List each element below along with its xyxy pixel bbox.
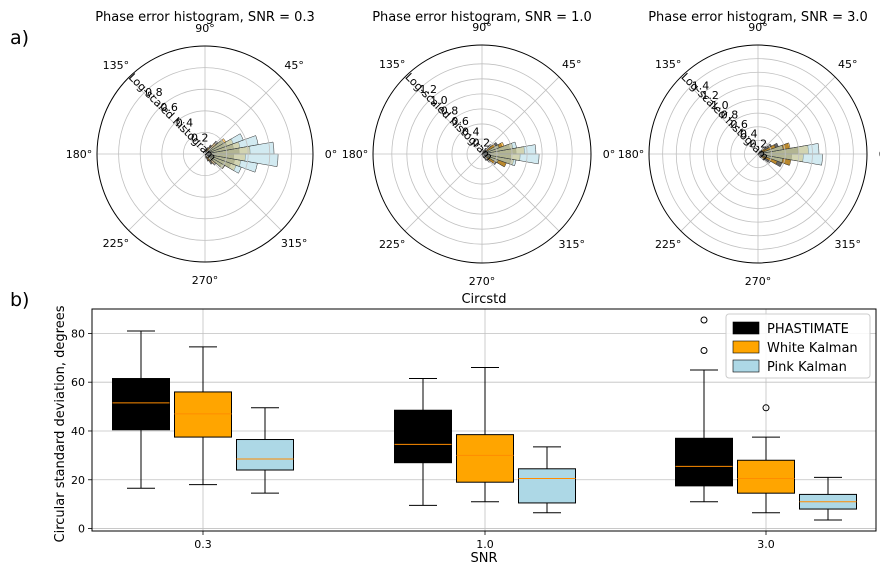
- angle-tick-label: 270°: [469, 275, 496, 288]
- polar-frame: [372, 44, 592, 264]
- angle-tick-label: 225°: [379, 238, 406, 251]
- radial-tick-label: 0.8: [721, 108, 739, 121]
- outlier-point: [700, 316, 708, 324]
- angle-tick-label: 180°: [342, 148, 369, 161]
- legend-box: [725, 313, 871, 379]
- angle-tick-label: 315°: [559, 238, 586, 251]
- polar-chart-snr-1-0: Phase error histogram, SNR = 1.0 0° 45° 90°…: [342, 10, 616, 288]
- radial-tick-label: 1.4: [692, 80, 710, 93]
- legend-swatch: [732, 340, 760, 354]
- histogram-bar: [757, 150, 764, 155]
- angle-tick-label: 0°: [603, 148, 616, 161]
- radial-tick-label: 0.4: [462, 126, 480, 139]
- radial-tick-label: 0.2: [191, 132, 209, 145]
- box-pink-kalman: [236, 439, 294, 471]
- angular-gridline: [757, 153, 836, 232]
- box-phastimate: [394, 409, 452, 464]
- legend-swatch: [732, 359, 760, 373]
- angle-tick-label: 90°: [195, 22, 215, 35]
- angle-tick-label: 180°: [618, 148, 645, 161]
- angle-tick-label: 270°: [192, 274, 219, 287]
- y-tick-label: 80: [71, 327, 85, 340]
- box-phastimate: [112, 378, 170, 431]
- polar-chart-snr-3-0: Phase error histogram, SNR = 3.0 0° 45° 90°…: [618, 10, 880, 288]
- angle-tick-label: 135°: [655, 58, 682, 71]
- y-tick-label: 20: [71, 474, 85, 487]
- angular-gridline: [404, 76, 483, 155]
- angular-gridline: [128, 77, 206, 155]
- y-tick-label: 40: [71, 425, 85, 438]
- y-tick-label: 60: [71, 376, 85, 389]
- radial-tick-label: 0.8: [441, 104, 459, 117]
- plot-frame: [91, 308, 877, 532]
- x-tick-label: 3.0: [757, 538, 775, 551]
- radial-tick-label: 0.6: [160, 101, 178, 114]
- radial-tick-label: 1.2: [419, 83, 437, 96]
- polar-frame: [96, 45, 314, 263]
- chart-title: Phase error histogram, SNR = 1.0: [372, 10, 592, 25]
- angle-tick-label: 45°: [284, 59, 304, 72]
- angle-tick-label: 315°: [835, 238, 862, 251]
- legend-swatch: [732, 321, 760, 335]
- angular-gridline: [404, 153, 483, 232]
- legend-label: PHASTIMATE: [767, 322, 849, 337]
- radial-tick-label: 0.2: [750, 137, 768, 150]
- angle-tick-label: 90°: [748, 21, 768, 34]
- box-phastimate: [675, 437, 733, 487]
- angle-tick-label: 180°: [66, 148, 93, 161]
- radial-tick-label: 0.4: [740, 128, 758, 141]
- angle-tick-label: 225°: [655, 238, 682, 251]
- polar-frame: [648, 44, 868, 264]
- angular-gridline: [128, 153, 206, 231]
- angle-tick-label: 0°: [325, 148, 338, 161]
- panel-label-b: b): [10, 289, 29, 311]
- chart-title: Phase error histogram, SNR = 0.3: [95, 10, 315, 25]
- radial-tick-label: 1.2: [701, 89, 719, 102]
- angle-tick-label: 45°: [562, 58, 582, 71]
- angle-tick-label: 135°: [103, 59, 130, 72]
- legend-label: White Kalman: [767, 341, 858, 356]
- angle-tick-label: 135°: [379, 58, 406, 71]
- radial-tick-label: 0.6: [451, 115, 469, 128]
- radial-axis-label: Log-scaled histogram: [679, 71, 772, 164]
- x-axis-label: SNR: [470, 551, 497, 564]
- panel-label-a: a): [10, 27, 29, 49]
- box-white-kalman: [737, 459, 795, 494]
- box-pink-kalman: [518, 468, 576, 504]
- angle-tick-label: 315°: [281, 237, 308, 250]
- radial-tick-label: 1.0: [711, 99, 729, 112]
- angular-gridline: [481, 76, 560, 155]
- radial-tick-label: 0.6: [730, 118, 748, 131]
- box-white-kalman: [174, 391, 232, 438]
- angle-tick-label: 45°: [838, 58, 858, 71]
- angle-tick-label: 0°: [879, 148, 880, 161]
- angular-gridline: [680, 153, 759, 232]
- angular-gridline: [204, 77, 282, 155]
- angle-tick-label: 225°: [103, 237, 130, 250]
- radial-tick-label: 0.8: [145, 86, 163, 99]
- radial-tick-label: 0.4: [176, 116, 194, 129]
- outlier-point: [762, 404, 770, 412]
- box-white-kalman: [456, 434, 514, 483]
- x-tick-label: 0.3: [194, 538, 212, 551]
- radial-tick-label: 0.2: [473, 136, 491, 149]
- chart-title: Phase error histogram, SNR = 3.0: [648, 10, 868, 25]
- polar-chart-snr-0-3: Phase error histogram, SNR = 0.3 0° 45° 90°…: [66, 10, 338, 287]
- angular-gridline: [757, 76, 836, 155]
- angle-tick-label: 90°: [472, 21, 492, 34]
- legend-label: Pink Kalman: [767, 360, 847, 375]
- angular-gridline: [481, 153, 560, 232]
- outlier-point: [700, 346, 708, 354]
- chart-title: Circstd: [461, 292, 506, 307]
- angle-tick-label: 270°: [745, 275, 772, 288]
- boxplot-chart-circstd: Circstd 0 20 40 60 80 0.3 1.0 3.0 SNR Circular sta…: [53, 292, 877, 564]
- angular-gridline: [680, 76, 759, 155]
- y-tick-label: 0: [78, 523, 85, 536]
- radial-tick-label: 1.0: [430, 94, 448, 107]
- angular-gridline: [204, 153, 282, 231]
- y-axis-label: Circular standard deviation, degrees: [53, 305, 68, 542]
- x-tick-label: 1.0: [476, 538, 494, 551]
